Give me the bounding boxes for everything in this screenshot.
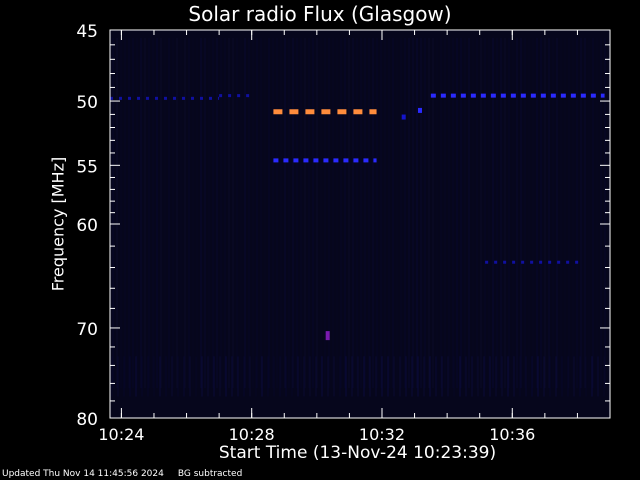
band-segment xyxy=(480,93,486,98)
band-segment xyxy=(146,96,149,100)
band-segment xyxy=(137,96,140,100)
band-segment xyxy=(510,93,516,98)
band-segment xyxy=(273,158,279,163)
band-segment xyxy=(173,96,176,100)
band-segment xyxy=(450,93,456,98)
band-segment xyxy=(430,93,436,98)
band-segment xyxy=(237,94,241,98)
band-segment xyxy=(313,158,319,163)
band-segment xyxy=(191,96,194,100)
band-segment xyxy=(540,93,546,98)
band-segment xyxy=(110,96,113,100)
band-segment xyxy=(557,260,561,264)
y-tick-label: 70 xyxy=(76,320,98,340)
band-segment xyxy=(363,158,369,163)
band-segment xyxy=(494,260,498,264)
y-tick-label: 50 xyxy=(76,93,98,113)
band-segment xyxy=(521,260,525,264)
y-tick-label: 45 xyxy=(76,22,98,42)
x-tick-label: 10:28 xyxy=(229,425,275,444)
band-segment xyxy=(353,109,363,115)
bg-note: BG subtracted xyxy=(177,469,243,479)
band-segment xyxy=(566,260,570,264)
chart-title: Solar radio Flux (Glasgow) xyxy=(188,2,452,26)
band-segment xyxy=(530,93,536,98)
band-segment xyxy=(560,93,566,98)
band-segment xyxy=(369,109,377,115)
updated-timestamp: Updated Thu Nov 14 11:45:56 2024 xyxy=(2,469,164,479)
band-segment xyxy=(548,260,552,264)
band-segment xyxy=(343,158,349,163)
signal-spot xyxy=(325,331,330,341)
x-tick-label: 10:32 xyxy=(359,425,405,444)
band-segment xyxy=(530,260,534,264)
signal-spot xyxy=(401,114,406,120)
band-segment xyxy=(373,158,377,163)
y-tick-label: 80 xyxy=(76,410,98,430)
band-segment xyxy=(353,158,359,163)
band-segment xyxy=(539,260,543,264)
band-segment xyxy=(570,93,576,98)
band-segment xyxy=(485,260,489,264)
y-tick-label: 55 xyxy=(76,157,98,177)
band-segment xyxy=(333,158,339,163)
band-segment xyxy=(337,109,347,115)
signal-spot xyxy=(417,107,422,113)
band-segment xyxy=(520,93,526,98)
band-segment xyxy=(440,93,446,98)
x-tick-label: 10:24 xyxy=(98,425,144,444)
band-segment xyxy=(503,260,507,264)
band-segment xyxy=(500,93,506,98)
y-tick-label: 60 xyxy=(76,216,98,236)
band-segment xyxy=(218,96,220,100)
band-segment xyxy=(219,94,223,98)
band-segment xyxy=(228,94,232,98)
band-segment xyxy=(575,260,579,264)
band-segment xyxy=(460,93,466,98)
band-segment xyxy=(512,260,516,264)
band-segment xyxy=(305,109,315,115)
band-segment xyxy=(283,158,289,163)
band-segment xyxy=(273,109,283,115)
band-segment xyxy=(490,93,496,98)
band-segment xyxy=(321,109,331,115)
band-segment xyxy=(600,93,605,98)
x-tick-label: 10:36 xyxy=(489,425,535,444)
band-segment xyxy=(246,94,250,98)
y-axis-label: Frequency [MHz] xyxy=(48,156,68,292)
band-segment xyxy=(470,93,476,98)
band-segment xyxy=(590,93,596,98)
band-segment xyxy=(200,96,203,100)
band-segment xyxy=(155,96,158,100)
band-segment xyxy=(182,96,185,100)
band-segment xyxy=(128,96,131,100)
band-segment xyxy=(303,158,309,163)
plot-area xyxy=(110,30,610,418)
band-segment xyxy=(209,96,212,100)
band-segment xyxy=(550,93,556,98)
band-segment xyxy=(164,96,167,100)
band-segment xyxy=(580,93,586,98)
band-segment xyxy=(323,158,329,163)
band-segment xyxy=(119,96,122,100)
band-segment xyxy=(289,109,299,115)
x-axis-label: Start Time (13-Nov-24 10:23:39) xyxy=(218,443,497,463)
band-segment xyxy=(293,158,299,163)
footer: Updated Thu Nov 14 11:45:56 2024 BG subtr… xyxy=(2,469,256,479)
